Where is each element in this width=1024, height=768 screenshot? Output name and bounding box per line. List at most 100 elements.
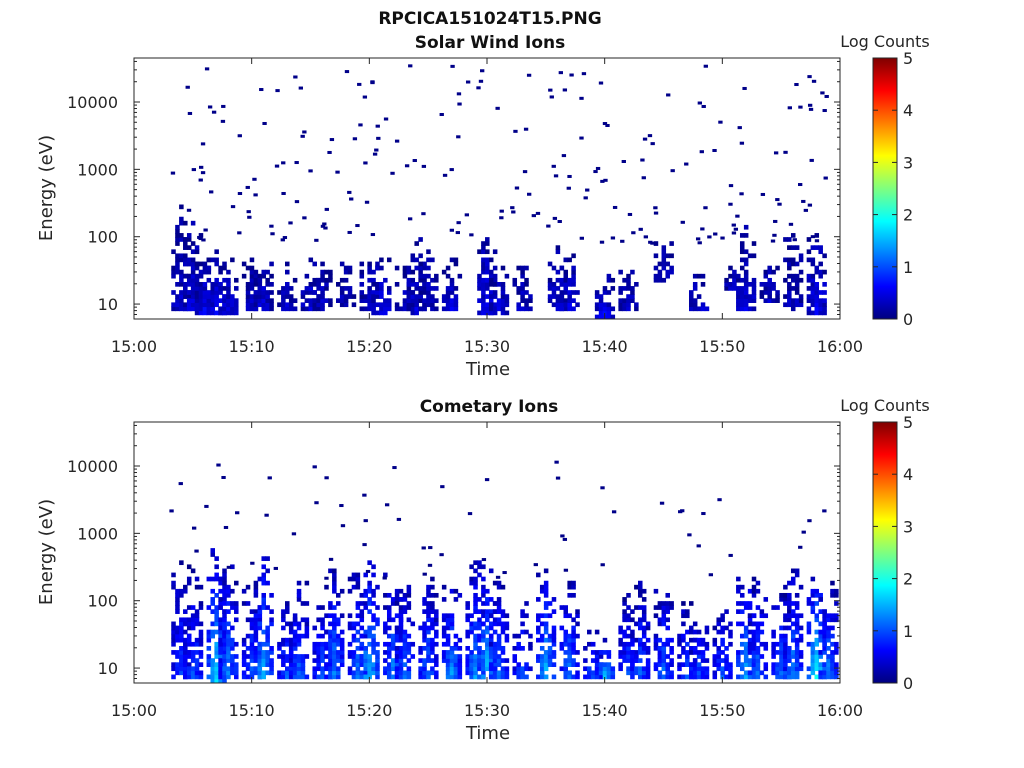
- heatmap-cell: [383, 666, 388, 672]
- heatmap-cell: [335, 654, 341, 659]
- heatmap-cell: [179, 220, 184, 226]
- heatmap-cell: [214, 277, 219, 283]
- colorbar-label: Log Counts: [840, 32, 930, 51]
- heatmap-cell: [492, 629, 498, 635]
- heatmap-cell: [328, 658, 333, 663]
- heatmap-cell: [751, 641, 757, 647]
- heatmap-cell: [347, 670, 353, 676]
- heatmap-cell: [249, 306, 255, 312]
- heatmap-cell: [359, 670, 365, 676]
- heatmap-cell: [661, 650, 667, 655]
- heatmap-cell: [359, 261, 365, 267]
- heatmap-cell: [390, 617, 396, 623]
- heatmap-cell: [222, 637, 227, 643]
- heatmap-cell: [794, 617, 800, 623]
- heatmap-cell: [810, 257, 816, 263]
- heatmap-cell: [281, 650, 286, 655]
- heatmap-cell: [332, 654, 337, 659]
- heatmap-cell: [783, 654, 788, 659]
- heatmap-cell: [822, 625, 827, 631]
- heatmap-cell: [767, 294, 772, 299]
- heatmap-cell: [728, 265, 733, 271]
- heatmap-cell: [226, 294, 231, 299]
- heatmap-cell: [559, 265, 565, 271]
- heatmap-cell: [634, 306, 639, 312]
- heatmap-cell: [265, 641, 270, 647]
- heatmap-cell: [783, 613, 788, 619]
- heatmap-cell: [751, 613, 757, 619]
- heatmap-cell: [449, 298, 455, 303]
- heatmap-cell: [563, 674, 569, 680]
- heatmap-cell: [700, 666, 706, 672]
- heatmap-cell: [351, 662, 357, 667]
- heatmap-cell: [190, 670, 196, 676]
- heatmap-cell: [547, 633, 553, 639]
- heatmap-cell: [500, 645, 506, 651]
- heatmap-cell: [214, 249, 219, 255]
- heatmap-cell: [622, 286, 627, 291]
- heatmap-cell: [316, 286, 321, 291]
- heatmap-cell: [528, 633, 533, 639]
- heatmap-cell: [194, 617, 200, 623]
- heatmap-cell: [492, 601, 498, 606]
- heatmap-cell: [347, 290, 353, 295]
- heatmap-cell: [759, 654, 765, 659]
- heatmap-cell: [332, 666, 337, 672]
- heatmap-cell: [692, 629, 698, 635]
- x-tick-label: 16:00: [817, 337, 863, 356]
- heatmap-cell: [500, 310, 506, 316]
- heatmap-cell: [414, 265, 419, 271]
- heatmap-cell: [641, 633, 647, 639]
- heatmap-cell: [363, 658, 368, 663]
- heatmap-cell: [320, 650, 325, 655]
- heatmap-cell: [261, 572, 266, 578]
- heatmap-cell: [681, 601, 686, 606]
- heatmap-cell: [198, 601, 204, 606]
- heatmap-cell: [269, 621, 274, 627]
- heatmap-cell: [504, 666, 510, 672]
- heatmap-cell: [798, 637, 804, 643]
- heatmap-cell: [427, 563, 433, 567]
- heatmap-cell: [818, 306, 823, 312]
- heatmap-cell: [320, 621, 325, 627]
- heatmap-cell: [720, 629, 725, 635]
- heatmap-cell: [375, 584, 380, 590]
- heatmap-cell: [363, 294, 368, 299]
- heatmap-cell: [441, 269, 447, 275]
- heatmap-cell: [226, 637, 231, 643]
- heatmap-cell: [383, 298, 388, 303]
- heatmap-cell: [183, 294, 188, 299]
- heatmap-cell: [453, 261, 459, 267]
- heatmap-cell: [520, 294, 525, 299]
- heatmap-cell: [253, 645, 259, 651]
- heatmap-cell: [830, 654, 835, 659]
- heatmap-cell: [771, 298, 776, 303]
- heatmap-cell: [359, 654, 365, 659]
- heatmap-cell: [265, 650, 270, 655]
- heatmap-cell: [426, 670, 431, 676]
- heatmap-cell: [469, 658, 474, 663]
- heatmap-cell: [751, 621, 757, 627]
- heatmap-cell: [485, 601, 490, 606]
- heatmap-cell: [355, 670, 361, 676]
- heatmap-cell: [587, 641, 592, 647]
- heatmap-cell: [743, 670, 749, 676]
- heatmap-cell: [206, 576, 212, 582]
- heatmap-cell: [567, 674, 572, 680]
- heatmap-cell: [763, 641, 769, 647]
- heatmap-cell: [822, 633, 827, 639]
- heatmap-cell: [688, 670, 694, 676]
- heatmap-cell: [798, 105, 803, 109]
- heatmap-cell: [708, 573, 714, 577]
- heatmap-cell: [626, 670, 631, 676]
- heatmap-cell: [296, 621, 302, 627]
- heatmap-cell: [171, 625, 176, 631]
- heatmap-cell: [386, 674, 392, 680]
- heatmap-cell: [563, 641, 569, 647]
- heatmap-cell: [386, 645, 392, 651]
- heatmap-cell: [767, 286, 772, 291]
- heatmap-cell: [312, 650, 317, 655]
- heatmap-cell: [384, 503, 390, 507]
- heatmap-cell: [524, 290, 529, 295]
- heatmap-cell: [606, 306, 612, 312]
